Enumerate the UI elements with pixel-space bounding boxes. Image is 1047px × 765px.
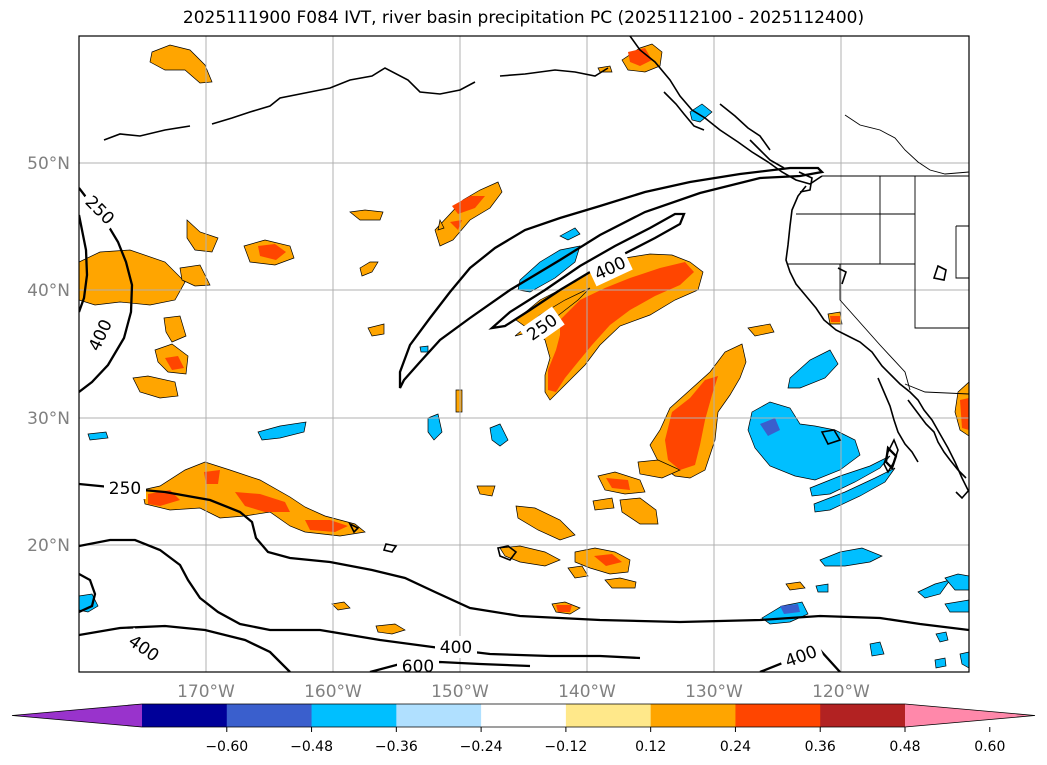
colorbar-cell bbox=[311, 704, 397, 727]
colorbar-tick-label: −0.36 bbox=[375, 739, 418, 755]
lat-label: 20°N bbox=[27, 536, 70, 556]
colorbar-tick-label: −0.24 bbox=[460, 739, 503, 755]
colorbar-tick-label: 0.36 bbox=[805, 739, 836, 755]
lon-label: 140°W bbox=[558, 682, 616, 702]
colorbar-tick-label: −0.12 bbox=[544, 739, 587, 755]
map-frame bbox=[78, 35, 970, 673]
contour-label: 400 bbox=[440, 638, 472, 658]
longitude-labels: 170°W 160°W 150°W 140°W 130°W 120°W bbox=[177, 682, 870, 702]
colorbar-tick-label: −0.48 bbox=[290, 739, 333, 755]
map-area bbox=[79, 36, 969, 672]
lon-label: 130°W bbox=[685, 682, 743, 702]
colorbar-cell bbox=[481, 704, 567, 727]
lat-label: 30°N bbox=[27, 409, 70, 429]
colorbar-cell bbox=[226, 704, 313, 727]
gridlines bbox=[79, 36, 969, 672]
lon-label: 120°W bbox=[812, 682, 870, 702]
contour-label: 600 bbox=[402, 657, 434, 677]
colorbar-tick-label: −0.60 bbox=[205, 739, 248, 755]
colorbar-extend-min bbox=[12, 704, 142, 727]
colorbar-cell bbox=[820, 704, 906, 727]
colorbar-cell bbox=[396, 704, 482, 727]
lon-label: 160°W bbox=[304, 682, 362, 702]
contour-label: 250 bbox=[109, 479, 141, 499]
lat-label: 40°N bbox=[27, 281, 70, 301]
lat-label: 50°N bbox=[27, 154, 70, 174]
colorbar-extend-max bbox=[905, 704, 1035, 727]
precip-dark-blue-fields bbox=[760, 418, 800, 614]
colorbar-outline bbox=[11, 703, 1036, 728]
precip-red-fields bbox=[148, 48, 969, 612]
map-title: 2025111900 F084 IVT, river basin precipi… bbox=[182, 8, 865, 28]
lon-label: 170°W bbox=[177, 682, 235, 702]
state-borders bbox=[788, 114, 969, 395]
lon-label: 150°W bbox=[431, 682, 489, 702]
colorbar-cell bbox=[142, 704, 228, 727]
colorbar-cell bbox=[735, 704, 821, 727]
colorbar-cell bbox=[650, 704, 736, 727]
colorbar-tick-label: 0.60 bbox=[974, 739, 1005, 755]
colorbar-tick-label: 0.12 bbox=[635, 739, 666, 755]
colorbar-tick-label: 0.24 bbox=[720, 739, 751, 755]
colorbar: −0.60 −0.48 −0.36 −0.24 −0.12 0.12 0.24 0.36 0.4… bbox=[11, 703, 1036, 755]
latitude-labels: 50°N 40°N 30°N 20°N bbox=[27, 154, 70, 556]
colorbar-tick-label: 0.48 bbox=[889, 739, 920, 755]
colorbar-cell bbox=[565, 704, 652, 727]
